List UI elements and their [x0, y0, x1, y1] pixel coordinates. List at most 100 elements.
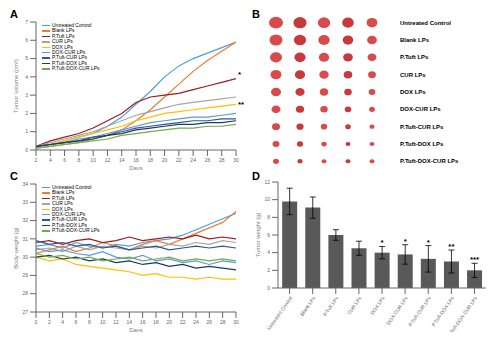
html-text:DOX LPs: DOX LPs [52, 205, 73, 212]
html-text:P.Tuft LPs: P.Tuft LPs [52, 32, 75, 39]
svg-text:18: 18 [153, 319, 159, 325]
svg-text:P.Tuft LPs: P.Tuft LPs [400, 54, 429, 60]
svg-text:2: 2 [35, 157, 38, 163]
svg-text:P.Tuft-DOX-CUR LPs: P.Tuft-DOX-CUR LPs [400, 158, 459, 164]
svg-text:5: 5 [25, 55, 28, 61]
svg-text:***: *** [470, 255, 480, 264]
svg-text:Untreated Control: Untreated Control [266, 295, 294, 331]
svg-text:16: 16 [133, 157, 139, 163]
svg-text:2: 2 [48, 319, 51, 325]
svg-text:CUR LPs: CUR LPs [400, 72, 426, 78]
svg-text:Untreated Control: Untreated Control [400, 20, 451, 26]
svg-text:Blank LPs: Blank LPs [400, 37, 430, 43]
svg-text:0: 0 [35, 319, 38, 325]
svg-text:24: 24 [193, 319, 199, 325]
svg-text:28: 28 [220, 319, 226, 325]
svg-text:10: 10 [100, 319, 106, 325]
html-text:D: D [252, 170, 260, 182]
svg-text:6: 6 [63, 157, 66, 163]
svg-text:4: 4 [267, 249, 270, 255]
svg-text:10: 10 [90, 157, 96, 163]
svg-text:P.Tuft-DOX LPs: P.Tuft-DOX LPs [400, 141, 444, 147]
svg-text:DOX LPs: DOX LPs [369, 295, 386, 316]
svg-text:*: * [427, 238, 431, 247]
svg-text:1: 1 [25, 128, 28, 134]
html-text:Blank LPs: Blank LPs [52, 27, 75, 34]
html-text:B: B [252, 8, 260, 20]
svg-text:14: 14 [127, 319, 133, 325]
svg-text:20: 20 [162, 157, 168, 163]
svg-text:33: 33 [22, 199, 28, 205]
html-text:CUR LPs: CUR LPs [52, 200, 73, 207]
svg-text:20: 20 [167, 319, 173, 325]
svg-text:0: 0 [25, 147, 28, 153]
svg-text:27: 27 [22, 309, 28, 315]
svg-text:4: 4 [61, 319, 64, 325]
html-text:P.Tuft-CUR LPs: P.Tuft-CUR LPs [52, 216, 87, 223]
svg-text:**: ** [448, 242, 455, 251]
svg-text:2: 2 [25, 110, 28, 116]
svg-text:3: 3 [25, 92, 28, 98]
html-text:A: A [10, 8, 18, 20]
svg-text:16: 16 [140, 319, 146, 325]
svg-text:32: 32 [22, 217, 28, 223]
svg-text:29: 29 [22, 272, 28, 278]
svg-text:6: 6 [25, 37, 28, 43]
html-text:P.Tuft LPs: P.Tuft LPs [52, 194, 75, 201]
svg-text:P.Tuft-DOX-CUR LPs: P.Tuft-DOX-CUR LPs [446, 295, 478, 332]
svg-text:30: 30 [233, 319, 239, 325]
svg-text:28: 28 [22, 290, 28, 296]
svg-text:22: 22 [180, 319, 186, 325]
svg-text:P.Tuft-DOX LPs: P.Tuft-DOX LPs [430, 295, 455, 328]
svg-text:*: * [381, 238, 385, 247]
html-text:C: C [10, 170, 18, 182]
svg-text:Days: Days [129, 165, 143, 170]
svg-text:7: 7 [25, 19, 28, 25]
svg-text:22: 22 [176, 157, 182, 163]
svg-text:4: 4 [25, 74, 28, 80]
svg-text:30: 30 [233, 157, 239, 163]
svg-text:DOX-CUR LPs: DOX-CUR LPs [400, 106, 441, 112]
svg-text:8: 8 [267, 214, 270, 220]
svg-text:P.Tuft LPs: P.Tuft LPs [322, 295, 340, 317]
html-text:P.Tuft-DOX-CUR LPs: P.Tuft-DOX-CUR LPs [52, 65, 100, 72]
svg-text:12: 12 [264, 179, 270, 185]
svg-text:24: 24 [190, 157, 196, 163]
svg-text:31: 31 [22, 236, 28, 242]
svg-text:CUR LPs: CUR LPs [346, 295, 363, 316]
svg-text:2: 2 [267, 267, 270, 273]
html-text:CUR LPs: CUR LPs [52, 38, 73, 45]
svg-text:26: 26 [205, 157, 211, 163]
svg-text:DOX-CUR LPs: DOX-CUR LPs [385, 295, 409, 326]
svg-text:Body weight (g): Body weight (g) [13, 227, 19, 269]
svg-text:P.Tuft-CUR LPs: P.Tuft-CUR LPs [400, 124, 444, 130]
svg-text:12: 12 [105, 157, 111, 163]
svg-text:Days: Days [129, 327, 143, 332]
html-text:P.Tuft-DOX LPs: P.Tuft-DOX LPs [52, 59, 87, 66]
svg-text:8: 8 [77, 157, 80, 163]
svg-text:34: 34 [22, 181, 28, 187]
svg-text:14: 14 [119, 157, 125, 163]
svg-text:8: 8 [88, 319, 91, 325]
svg-text:Tumor volume (cm³): Tumor volume (cm³) [13, 59, 19, 113]
svg-text:10: 10 [264, 196, 270, 202]
svg-text:18: 18 [148, 157, 154, 163]
svg-text:4: 4 [49, 157, 52, 163]
svg-text:6: 6 [75, 319, 78, 325]
html-text:P.Tuft-DOX-CUR LPs: P.Tuft-DOX-CUR LPs [52, 227, 100, 234]
svg-text:12: 12 [113, 319, 119, 325]
svg-text:6: 6 [267, 232, 270, 238]
svg-text:28: 28 [219, 157, 225, 163]
html-text:Blank LPs: Blank LPs [52, 189, 75, 196]
html-text:P.Tuft-CUR LPs: P.Tuft-CUR LPs [52, 54, 87, 61]
html-text:DOX LPs: DOX LPs [52, 43, 73, 50]
svg-text:Blank LPs: Blank LPs [299, 295, 317, 317]
svg-text:30: 30 [22, 254, 28, 260]
svg-text:26: 26 [207, 319, 213, 325]
svg-text:*: * [404, 237, 408, 246]
svg-text:DOX LPs: DOX LPs [400, 89, 426, 95]
svg-text:Tumor weight (g): Tumor weight (g) [255, 212, 261, 257]
svg-text:P.Tuft-CUR LPs: P.Tuft-CUR LPs [407, 295, 432, 328]
html-text:P.Tuft-DOX LPs: P.Tuft-DOX LPs [52, 221, 87, 228]
svg-text:0: 0 [267, 285, 270, 291]
